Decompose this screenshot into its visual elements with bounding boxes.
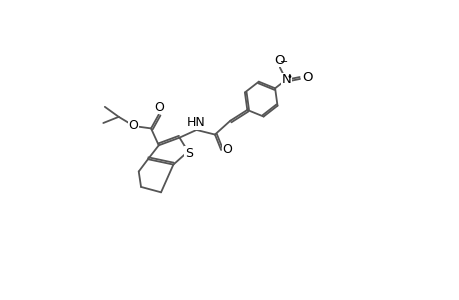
Text: N: N <box>281 73 291 86</box>
Text: •: • <box>286 72 292 82</box>
Text: O: O <box>128 119 138 132</box>
Text: O: O <box>153 101 163 114</box>
Text: HN: HN <box>187 116 206 129</box>
Text: S: S <box>185 146 192 160</box>
Text: O: O <box>222 143 232 157</box>
Text: O: O <box>301 70 312 84</box>
Text: −: − <box>279 57 287 67</box>
Text: O: O <box>274 54 285 67</box>
